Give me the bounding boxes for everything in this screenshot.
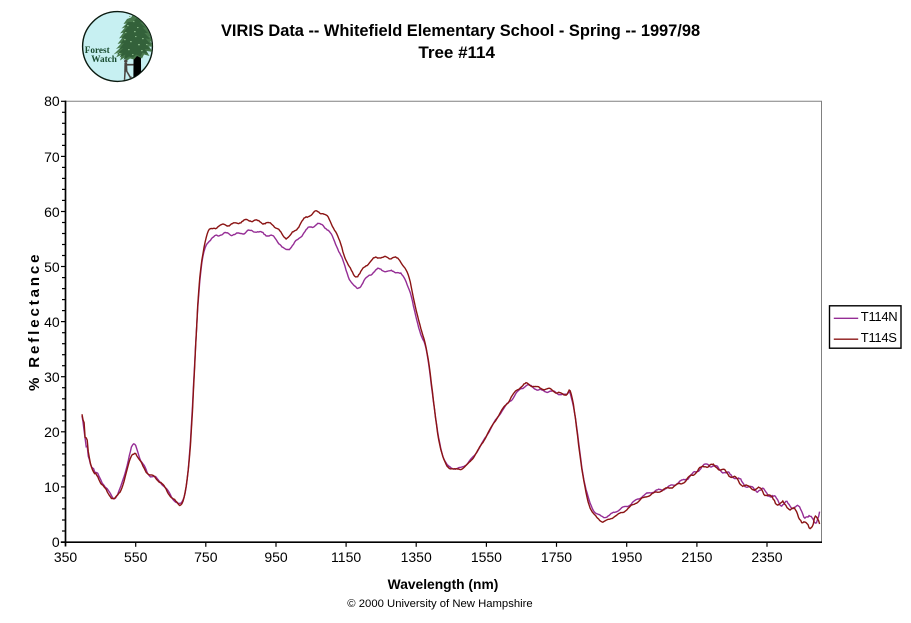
svg-text:Forest: Forest — [85, 45, 111, 55]
svg-text:% Reflectance: % Reflectance — [26, 252, 43, 391]
svg-text:Watch: Watch — [91, 54, 117, 64]
